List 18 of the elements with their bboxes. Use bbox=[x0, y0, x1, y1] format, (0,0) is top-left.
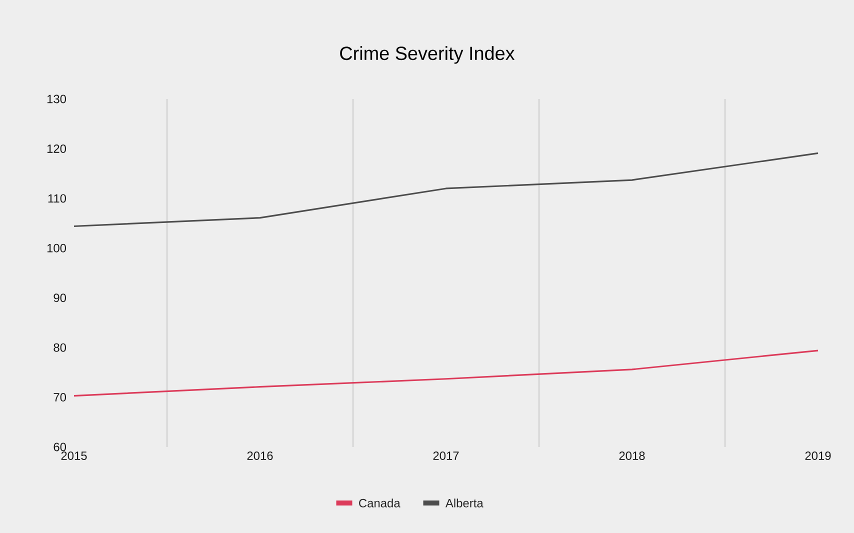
y-tick-label: 130 bbox=[47, 94, 66, 104]
y-tick-label: 70 bbox=[54, 393, 66, 402]
chart-title: Crime Severity Index bbox=[340, 46, 515, 64]
y-tick-label: 120 bbox=[47, 144, 66, 153]
legend-label: Alberta bbox=[445, 498, 484, 508]
y-tick-label: 90 bbox=[54, 294, 66, 302]
legend-label: Canada bbox=[359, 498, 400, 508]
x-tick-label: 2019 bbox=[805, 452, 831, 460]
y-tick-label: 100 bbox=[47, 244, 66, 252]
x-tick-label: 2016 bbox=[247, 452, 273, 460]
x-tick-label: 2018 bbox=[619, 452, 645, 460]
x-tick-label: 2015 bbox=[61, 452, 87, 460]
line-series bbox=[73, 152, 819, 228]
y-tick-label: 60 bbox=[54, 442, 66, 452]
x-tick-label: 2017 bbox=[433, 452, 459, 460]
line-series bbox=[73, 350, 819, 397]
y-tick-label: 110 bbox=[48, 194, 66, 203]
y-tick-label: 80 bbox=[54, 343, 66, 352]
